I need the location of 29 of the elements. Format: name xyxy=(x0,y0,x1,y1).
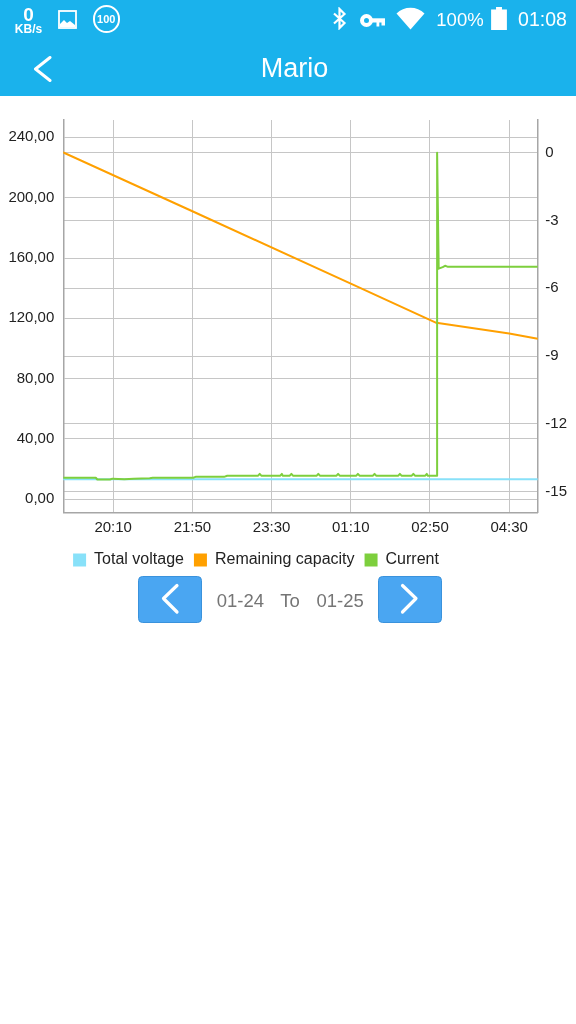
x-tick-label: 04:30 xyxy=(490,518,528,536)
legend-label: Total voltage xyxy=(94,550,185,568)
y2-tick-label: -12 xyxy=(545,414,567,432)
text: KB/s xyxy=(14,21,43,36)
y2-tick-label: -6 xyxy=(545,278,559,296)
legend-label: Remaining capacity xyxy=(214,550,355,568)
y2-tick-label: 0 xyxy=(545,142,554,160)
x-tick-label: 02:50 xyxy=(411,518,449,536)
x-tick-label: 20:10 xyxy=(94,518,132,536)
y2-tick-label: -3 xyxy=(545,210,559,228)
text: 01:08 xyxy=(518,7,567,30)
chart-title: Mario xyxy=(260,52,329,83)
x-tick-label: 23:30 xyxy=(252,518,291,536)
legend-label: Current xyxy=(385,550,440,568)
y-tick-label: 0,00 xyxy=(25,489,55,507)
y-tick-label: 40,00 xyxy=(16,429,55,447)
text: 100% xyxy=(436,8,484,30)
y-tick-label: 240,00 xyxy=(8,127,55,145)
text: 100 xyxy=(97,12,116,25)
text: 01-24 To 01-25 xyxy=(216,589,364,611)
y2-tick-label: -15 xyxy=(545,481,567,499)
y2-tick-label: -9 xyxy=(545,346,559,364)
y-tick-label: 160,00 xyxy=(8,248,55,266)
x-tick-label: 01:10 xyxy=(332,518,370,536)
y-tick-label: 80,00 xyxy=(16,368,55,386)
x-tick-label: 21:50 xyxy=(173,518,212,536)
y-tick-label: 200,00 xyxy=(8,187,55,205)
y-tick-label: 120,00 xyxy=(8,308,55,326)
text: 0 xyxy=(23,3,34,24)
